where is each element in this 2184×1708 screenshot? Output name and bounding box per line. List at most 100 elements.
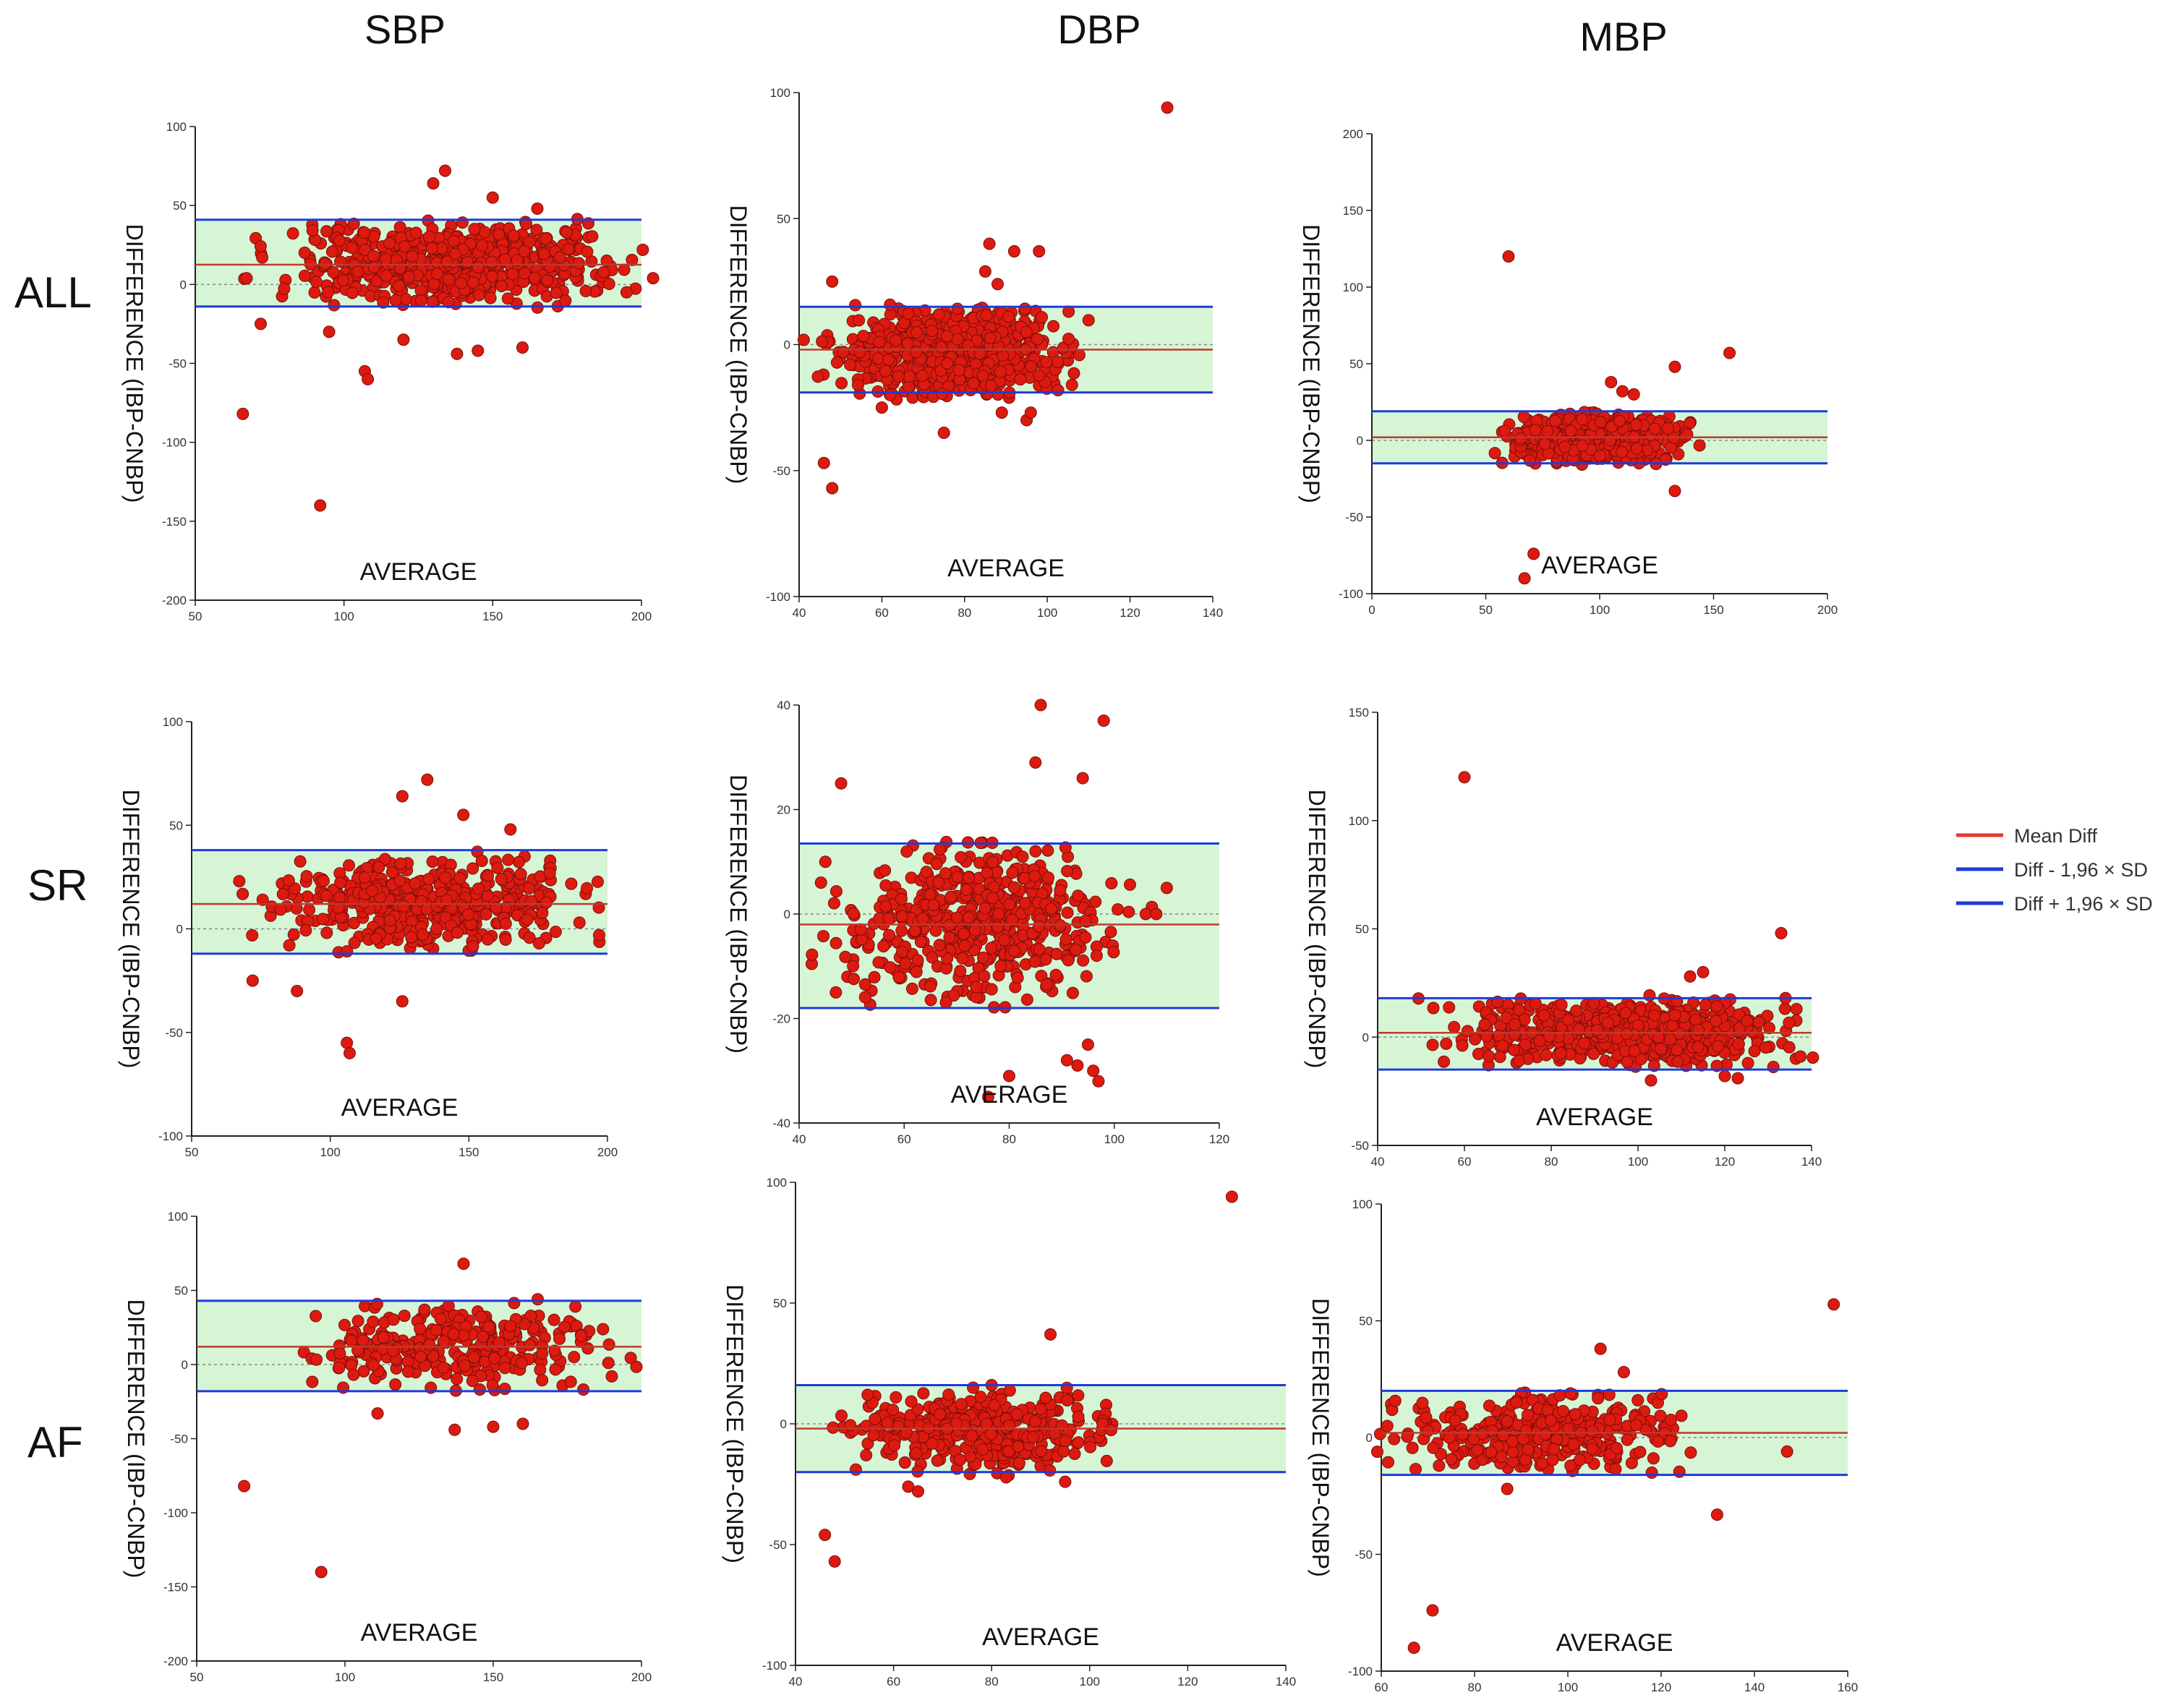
data-point bbox=[1576, 439, 1589, 452]
data-point bbox=[811, 370, 824, 383]
data-point bbox=[466, 862, 479, 875]
data-point bbox=[910, 965, 923, 978]
data-point bbox=[472, 344, 485, 357]
x-tick-label: 100 bbox=[1590, 603, 1610, 617]
data-point bbox=[430, 923, 443, 936]
data-point bbox=[941, 357, 954, 370]
x-tick-label: 0 bbox=[1368, 603, 1375, 617]
data-point bbox=[414, 294, 427, 307]
data-point bbox=[903, 370, 916, 383]
data-point bbox=[830, 356, 843, 369]
data-point bbox=[1554, 1046, 1567, 1059]
data-point bbox=[1014, 373, 1027, 386]
data-point bbox=[934, 1408, 947, 1421]
data-point bbox=[457, 808, 470, 821]
y-tick-label: -50 bbox=[169, 357, 187, 371]
data-point bbox=[358, 226, 371, 239]
data-point bbox=[539, 896, 553, 909]
data-point bbox=[516, 1357, 529, 1370]
data-point bbox=[1039, 953, 1052, 966]
data-point bbox=[406, 250, 419, 263]
data-point bbox=[1778, 1002, 1791, 1015]
data-point bbox=[1541, 425, 1554, 438]
data-point bbox=[937, 426, 950, 439]
data-point bbox=[532, 1293, 544, 1306]
data-point bbox=[1501, 1414, 1514, 1427]
data-point bbox=[1527, 547, 1540, 560]
data-point bbox=[1007, 245, 1020, 258]
data-point bbox=[379, 252, 392, 265]
data-point bbox=[647, 272, 660, 285]
data-point bbox=[492, 228, 506, 241]
data-point bbox=[367, 1315, 380, 1328]
data-point bbox=[1002, 310, 1015, 323]
y-axis-title: DIFFERENCE (IBP-CNBP) bbox=[121, 224, 148, 503]
data-point bbox=[875, 401, 888, 414]
data-point bbox=[981, 866, 994, 879]
data-point bbox=[1034, 1403, 1047, 1416]
data-point bbox=[600, 255, 613, 268]
data-point bbox=[860, 1448, 873, 1461]
data-point bbox=[1509, 1018, 1522, 1031]
data-point bbox=[238, 1479, 251, 1493]
data-point bbox=[1054, 884, 1067, 897]
data-point bbox=[1072, 1410, 1085, 1423]
data-point bbox=[1029, 756, 1042, 769]
data-point bbox=[448, 1423, 461, 1436]
data-point bbox=[1510, 1396, 1523, 1409]
data-point bbox=[1449, 1414, 1462, 1427]
data-point bbox=[568, 1351, 581, 1364]
data-point bbox=[421, 773, 434, 786]
data-point bbox=[956, 952, 969, 965]
data-point bbox=[1521, 1409, 1534, 1422]
row-title-af: AF bbox=[27, 1418, 83, 1466]
x-tick-label: 50 bbox=[185, 1145, 199, 1159]
y-tick-label: 0 bbox=[182, 1358, 188, 1372]
data-point bbox=[383, 914, 396, 927]
data-point bbox=[581, 245, 594, 258]
data-point bbox=[422, 873, 435, 886]
data-point bbox=[967, 377, 980, 390]
data-point bbox=[1409, 1463, 1422, 1476]
y-tick-label: 100 bbox=[1349, 814, 1369, 828]
y-tick-label: 0 bbox=[1362, 1030, 1369, 1044]
y-axis-title: DIFFERENCE (IBP-CNBP) bbox=[725, 205, 751, 484]
y-tick-label: 100 bbox=[1352, 1197, 1373, 1211]
data-point bbox=[358, 871, 371, 884]
x-tick-label: 80 bbox=[1545, 1155, 1558, 1169]
data-point bbox=[853, 314, 866, 327]
data-point bbox=[1780, 1445, 1793, 1458]
data-point bbox=[513, 855, 526, 868]
data-point bbox=[254, 240, 267, 253]
y-axis-title: DIFFERENCE (IBP-CNBP) bbox=[722, 1284, 748, 1563]
data-point bbox=[814, 876, 827, 889]
data-point bbox=[1628, 1044, 1641, 1057]
data-point bbox=[943, 931, 956, 944]
data-point bbox=[1087, 1064, 1100, 1077]
data-point bbox=[1011, 971, 1024, 984]
data-point bbox=[1630, 1419, 1643, 1432]
data-point bbox=[954, 1453, 967, 1466]
data-point bbox=[1540, 1049, 1553, 1062]
data-point bbox=[1057, 1445, 1070, 1458]
data-point bbox=[322, 286, 335, 299]
data-point bbox=[952, 364, 965, 377]
data-point bbox=[1664, 1033, 1677, 1046]
row-title-all: ALL bbox=[14, 268, 92, 317]
data-point bbox=[359, 244, 372, 257]
data-point bbox=[1488, 447, 1501, 460]
data-point bbox=[1645, 1466, 1658, 1479]
data-point bbox=[521, 913, 534, 926]
data-point bbox=[951, 871, 964, 884]
data-point bbox=[1426, 1038, 1439, 1051]
data-point bbox=[306, 224, 319, 237]
data-point bbox=[1036, 311, 1049, 324]
data-point bbox=[817, 930, 830, 943]
data-point bbox=[1072, 349, 1085, 362]
data-point bbox=[924, 994, 937, 1007]
data-point bbox=[828, 1555, 841, 1568]
data-point bbox=[1558, 440, 1571, 453]
data-point bbox=[1124, 878, 1137, 891]
data-point bbox=[1621, 1056, 1634, 1069]
data-point bbox=[442, 296, 455, 309]
